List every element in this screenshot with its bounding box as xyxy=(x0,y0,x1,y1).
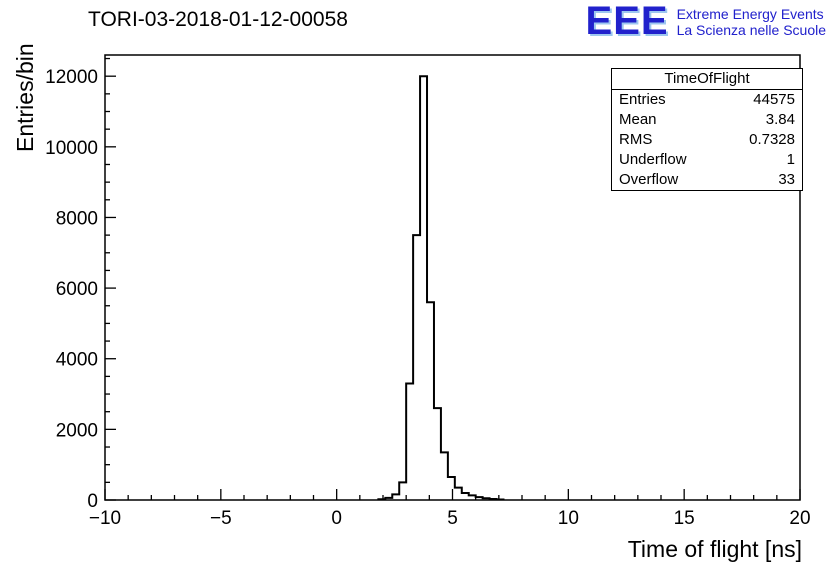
histogram-line xyxy=(377,75,505,501)
y-tick-label: 12000 xyxy=(45,67,98,88)
x-tick-label: 0 xyxy=(331,508,342,529)
stats-row: Underflow 1 xyxy=(612,150,802,170)
stats-row-value: 33 xyxy=(778,171,795,188)
stats-row: RMS 0.7328 xyxy=(612,130,802,150)
eee-logo-subtitle: Extreme Energy Events La Scienza nelle S… xyxy=(677,2,826,38)
stats-row-label: Entries xyxy=(619,91,666,108)
stats-box: TimeOfFlight Entries 44575 Mean 3.84 RMS 0.73… xyxy=(611,68,803,191)
stats-row-value: 1 xyxy=(786,151,795,168)
x-tick-label: 15 xyxy=(674,508,695,529)
x-tick-label: −10 xyxy=(89,508,121,529)
eee-logo: EEE Extreme Energy Events La Scienza nel… xyxy=(585,0,826,43)
stats-row-label: Mean xyxy=(619,111,657,128)
x-tick-label: −5 xyxy=(210,508,232,529)
stats-row-value: 3.84 xyxy=(765,111,795,128)
stats-row: Entries 44575 xyxy=(612,90,802,110)
stats-row-label: Underflow xyxy=(619,151,687,168)
stats-row: Mean 3.84 xyxy=(612,110,802,130)
x-axis-title: Time of flight [ns] xyxy=(627,536,802,562)
stats-row-label: Overflow xyxy=(619,171,679,188)
stats-row-label: RMS xyxy=(619,131,653,148)
stats-row-value: 0.7328 xyxy=(749,131,795,148)
chart-title: TORI-03-2018-01-12-00058 xyxy=(88,8,348,31)
stats-row: Overflow 33 xyxy=(612,170,802,190)
y-tick-label: 10000 xyxy=(45,138,98,159)
x-tick-label: 20 xyxy=(789,508,810,529)
eee-logo-line2: La Scienza nelle Scuole xyxy=(676,22,826,38)
y-axis-title: Entries/bin xyxy=(12,43,38,152)
y-tick-label: 4000 xyxy=(56,350,98,371)
eee-logo-line1: Extreme Energy Events xyxy=(676,6,824,22)
eee-logo-text: EEE xyxy=(585,0,669,43)
x-tick-label: 10 xyxy=(558,508,579,529)
x-tick-label: 5 xyxy=(447,508,458,529)
y-tick-label: 2000 xyxy=(56,420,98,441)
stats-box-title: TimeOfFlight xyxy=(612,69,802,90)
y-tick-label: 0 xyxy=(87,491,98,512)
y-tick-label: 6000 xyxy=(56,279,98,300)
stats-row-value: 44575 xyxy=(753,91,795,108)
y-tick-label: 8000 xyxy=(56,208,98,229)
stats-box-rows: Entries 44575 Mean 3.84 RMS 0.7328 Underflow 1 O… xyxy=(612,90,802,190)
